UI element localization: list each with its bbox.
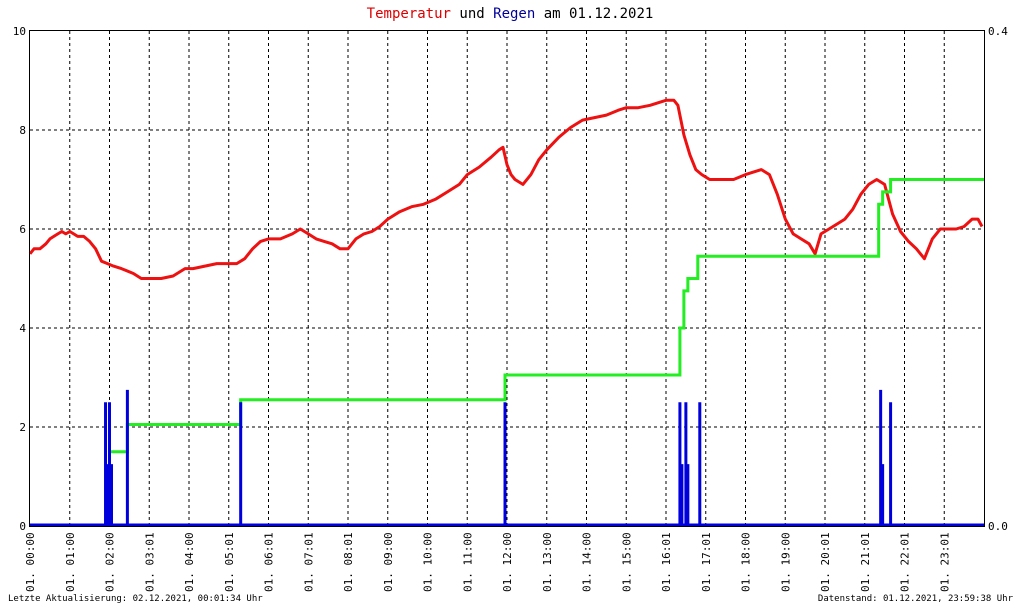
y-tick-label-left: 6 (19, 223, 26, 236)
y-tick-label-left: 10 (13, 25, 26, 38)
x-tick-label: 01. 19:00 (779, 532, 792, 592)
y-tick-label-left: 8 (19, 124, 26, 137)
axis-ticks: 0 2 4 6 8 10 0.0 0.4 01. 00:00 01. 01:00 01. 02:00… (13, 25, 1008, 592)
title-date: 01.12.2021 (569, 6, 653, 22)
title-temperature: Temperatur (367, 6, 451, 22)
x-tick-label: 01. 06:01 (263, 532, 276, 592)
grid (30, 31, 984, 526)
x-tick-label: 01. 13:00 (541, 532, 554, 592)
x-tick-label: 01. 18:00 (740, 532, 753, 592)
series (28, 98, 984, 527)
chart-title: Temperatur und Regen am 01.12.2021 (367, 6, 654, 22)
x-tick-label: 01. 05:01 (223, 532, 236, 592)
x-tick-label: 01. 21:01 (859, 532, 872, 592)
x-tick-label: 01. 22:01 (899, 532, 912, 592)
y-tick-label-left: 0 (19, 520, 26, 533)
plot-frame (29, 30, 985, 527)
x-tick-label: 01. 20:01 (819, 532, 832, 592)
x-tick-label: 01. 02:00 (104, 532, 117, 592)
x-tick-label: 01. 07:01 (302, 532, 315, 592)
footer-data-status: Datenstand: 01.12.2021, 23:59:38 Uhr (818, 594, 1014, 604)
x-tick-label: 01. 00:00 (24, 532, 37, 592)
y-tick-label-right: 0.4 (988, 25, 1008, 38)
y-tick-label-left: 4 (19, 322, 26, 335)
x-tick-label: 01. 01:00 (64, 532, 77, 592)
x-tick-label: 01. 11:00 (461, 532, 474, 592)
footer-last-update: Letzte Aktualisierung: 02.12.2021, 00:01… (8, 594, 263, 604)
x-tick-label: 01. 03:01 (143, 532, 156, 592)
temperature-line (28, 98, 984, 280)
x-tick-label: 01. 09:00 (382, 532, 395, 592)
x-tick-label: 01. 08:01 (342, 532, 355, 592)
x-tick-label: 01. 12:00 (501, 532, 514, 592)
title-on: am (544, 6, 561, 22)
x-tick-label: 01. 14:00 (581, 532, 594, 592)
x-tick-label: 01. 23:01 (938, 532, 951, 592)
y-tick-label-right: 0.0 (988, 520, 1008, 533)
x-tick-label: 01. 17:01 (700, 532, 713, 592)
x-tick-label: 01. 10:00 (422, 532, 435, 592)
y-tick-label-left: 2 (19, 421, 26, 434)
x-tick-label: 01. 16:01 (660, 532, 673, 592)
x-tick-label: 01. 15:00 (620, 532, 633, 592)
x-tick-label: 01. 04:00 (183, 532, 196, 592)
title-rain: Regen (493, 6, 535, 22)
title-and: und (459, 6, 484, 22)
